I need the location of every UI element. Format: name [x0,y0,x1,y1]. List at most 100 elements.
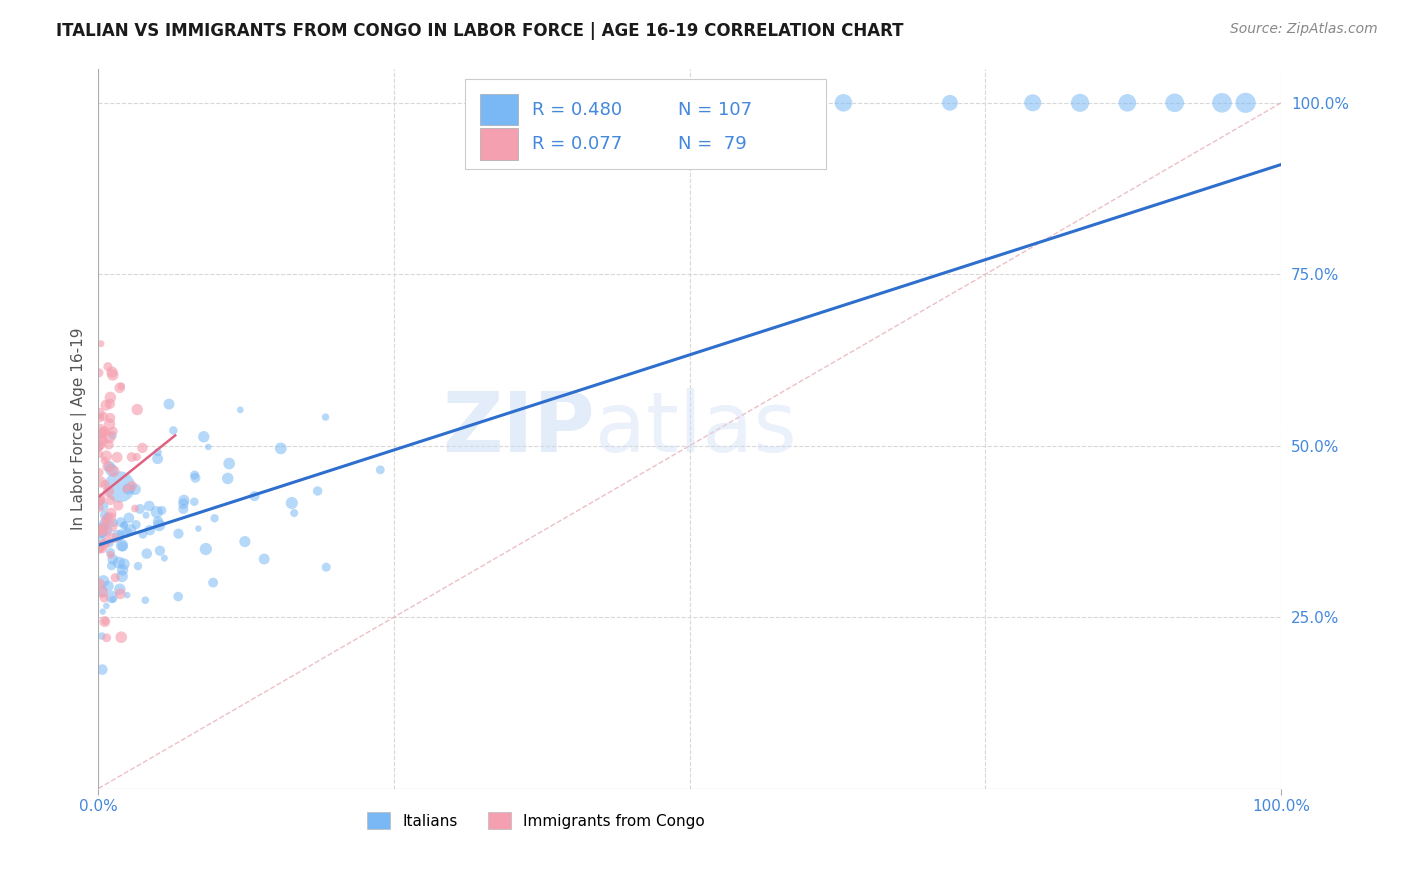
Legend: Italians, Immigrants from Congo: Italians, Immigrants from Congo [361,806,711,835]
Point [89,523,111,537]
Point [110,379,132,393]
Point [202,575,225,590]
Point [1116,95,1139,110]
Point [87,539,110,553]
Point [91,425,114,440]
Point [172,497,194,511]
Point [93,574,115,588]
Point [283,506,305,520]
Point [87,441,110,455]
Point [89,492,111,507]
Point [832,95,855,110]
Point [307,483,329,498]
Point [135,547,157,561]
Point [1211,95,1233,110]
Point [94,398,117,412]
Point [100,510,122,524]
Point [368,463,391,477]
Point [131,441,153,455]
Point [89,500,111,515]
Point [100,463,122,477]
Point [87,526,110,541]
Point [94,615,117,629]
Point [96,449,118,463]
Point [197,440,219,454]
Point [233,534,256,549]
FancyBboxPatch shape [481,94,519,126]
Point [149,543,172,558]
Point [124,501,146,516]
Point [167,526,190,541]
Point [939,95,962,110]
Point [90,629,112,643]
Point [139,523,162,537]
Point [97,359,120,374]
Point [93,519,115,533]
Point [90,584,112,599]
Point [125,517,148,532]
Point [150,503,173,517]
Point [184,471,207,485]
Point [100,545,122,559]
Point [204,511,226,525]
Point [96,523,118,537]
Point [115,482,138,496]
Text: R = 0.480: R = 0.480 [533,102,623,120]
Point [96,631,118,645]
Point [112,557,135,571]
Point [100,548,122,562]
Point [110,587,132,601]
Point [1163,95,1185,110]
Point [98,411,121,425]
Point [101,519,124,533]
Point [110,515,132,529]
Point [93,508,115,522]
Point [183,468,205,483]
Point [111,563,134,577]
Point [87,366,110,380]
Point [146,451,169,466]
Point [97,510,120,524]
Point [96,599,118,613]
Point [94,516,117,531]
Point [103,464,125,478]
Point [173,493,195,508]
Point [94,477,117,491]
Point [91,605,114,619]
Text: N = 107: N = 107 [678,102,752,120]
Point [103,531,125,545]
FancyBboxPatch shape [465,79,825,169]
Point [153,551,176,566]
Point [315,410,337,425]
Point [129,502,152,516]
Point [134,593,156,607]
Point [89,466,111,480]
Point [148,518,170,533]
Point [157,397,180,411]
Point [97,526,120,541]
Point [183,494,205,508]
Point [101,368,124,382]
Point [108,480,131,494]
Point [93,425,115,439]
Point [89,447,111,461]
Text: atlas: atlas [595,388,797,469]
Point [89,438,111,452]
Point [91,585,114,599]
Point [89,493,111,508]
Point [145,505,167,519]
Point [187,522,209,536]
Point [111,540,134,554]
Point [104,571,127,585]
Point [115,525,138,540]
Point [101,552,124,566]
Point [96,534,118,549]
Point [101,428,124,442]
Point [98,430,121,444]
Point [1069,95,1091,110]
FancyBboxPatch shape [481,128,519,160]
Point [98,397,121,411]
Point [108,582,131,597]
Point [217,471,239,485]
Point [105,450,128,465]
